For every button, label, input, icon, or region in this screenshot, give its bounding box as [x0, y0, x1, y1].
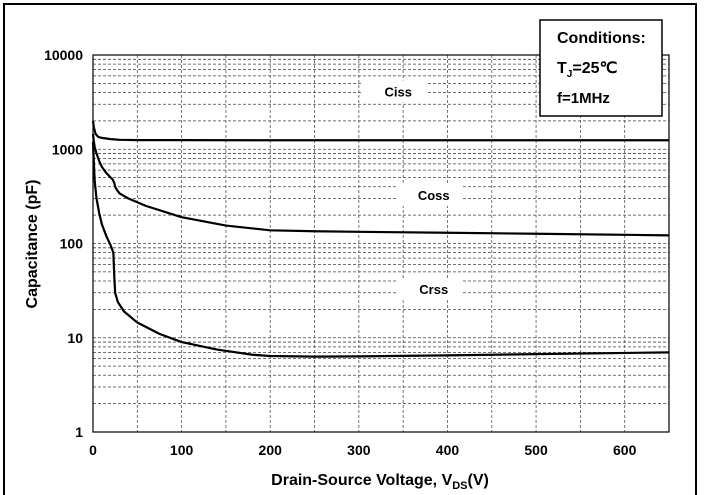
x-tick-label: 500 [524, 442, 548, 458]
x-tick-label: 0 [89, 442, 97, 458]
y-tick-label: 10 [67, 330, 83, 346]
conditions-legend: Conditions: TJ=25℃ f=1MHz [539, 19, 663, 117]
y-tick-label: 1000 [52, 141, 83, 157]
series-label-ciss: Ciss [385, 85, 412, 100]
y-axis-title: Capacitance (pF) [24, 180, 41, 309]
plot-border [92, 54, 670, 433]
series-label-bg [397, 278, 462, 301]
series-line-coss [91, 133, 670, 237]
x-tick-labels: 0 100 200 300 400 500 600 [89, 442, 636, 458]
series-labels: Ciss Coss Crss [362, 80, 462, 301]
legend-title: Conditions: [557, 30, 646, 47]
series-line-crss [91, 141, 670, 358]
series-label-bg [397, 183, 462, 206]
y-tick-labels: 1 10 100 1000 10000 [44, 47, 83, 440]
y-tick-label: 10000 [44, 47, 83, 63]
x-tick-label: 400 [436, 442, 460, 458]
series-group [91, 120, 670, 358]
x-tick-label: 300 [347, 442, 371, 458]
x-tick-label: 200 [259, 442, 283, 458]
x-axis-title: Drain-Source Voltage, VDS(V) [271, 472, 489, 492]
legend-frequency: f=1MHz [557, 90, 610, 107]
x-tick-label: 100 [170, 442, 194, 458]
legend-box [539, 19, 663, 117]
y-tick-label: 100 [60, 236, 84, 252]
plot-area-border [92, 54, 670, 433]
series-line-ciss [91, 120, 669, 142]
legend-temperature: TJ=25℃ [557, 60, 617, 80]
y-tick-label: 1 [75, 424, 83, 440]
series-label-coss: Coss [418, 188, 450, 203]
x-tick-label: 600 [613, 442, 637, 458]
chart-frame [3, 3, 697, 495]
series-label-crss: Crss [419, 282, 448, 297]
series-label-bg [362, 80, 427, 103]
